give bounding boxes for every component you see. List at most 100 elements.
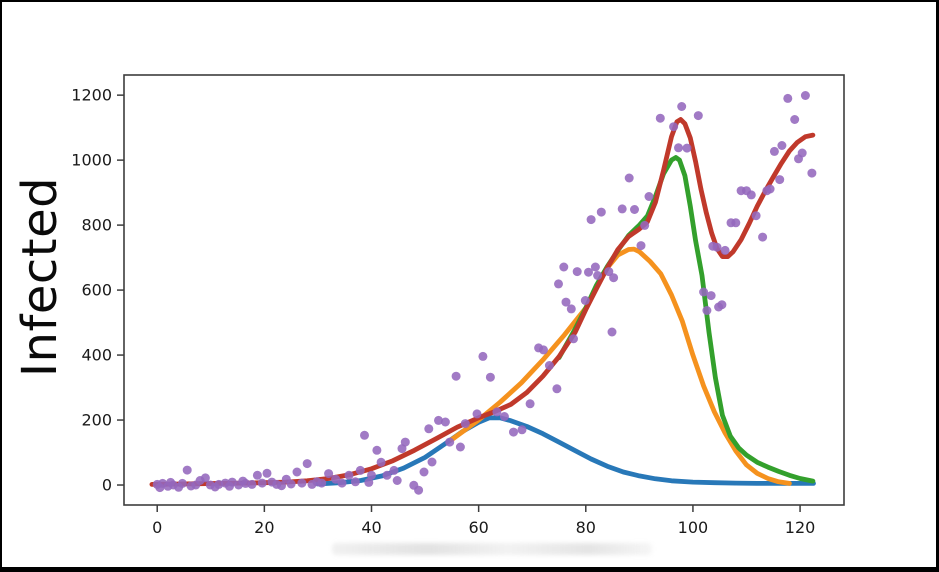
observed-daily-infected-point [609, 273, 619, 283]
observed-daily-infected-point [434, 415, 443, 425]
y-tick-label: 800 [81, 216, 112, 235]
observed-daily-infected-point [509, 427, 518, 437]
observed-daily-infected-point [607, 327, 617, 337]
observed-daily-infected-point [677, 102, 687, 111]
observed-daily-infected-point [751, 211, 761, 221]
y-tick-label: 1200 [71, 86, 112, 105]
observed-daily-infected-point [392, 476, 402, 485]
observed-daily-infected-point [655, 113, 665, 123]
observed-daily-infected-point [460, 419, 470, 429]
observed-daily-infected-point [372, 445, 382, 455]
observed-daily-infected-point [414, 485, 424, 495]
observed-daily-infected-point [617, 204, 627, 214]
observed-daily-infected-point [777, 141, 787, 150]
y-tick-label: 200 [81, 411, 112, 430]
observed-daily-infected-point [376, 457, 386, 467]
x-tick-label: 120 [785, 518, 816, 537]
observed-daily-infected-point [317, 478, 327, 488]
observed-daily-infected-point [559, 262, 569, 272]
observed-daily-infected-point [492, 407, 502, 417]
observed-daily-infected-point [350, 477, 360, 487]
observed-daily-infected-point [566, 304, 576, 314]
observed-daily-infected-point [440, 417, 450, 427]
observed-daily-infected-point [640, 220, 650, 230]
observed-daily-infected-point [790, 115, 800, 124]
observed-daily-infected-point [552, 384, 562, 394]
observed-daily-infected-point [517, 425, 527, 435]
observed-daily-infected-point [586, 215, 596, 225]
observed-daily-infected-point [720, 245, 730, 255]
observed-daily-infected-point [364, 477, 374, 487]
observed-daily-infected-point [544, 361, 554, 370]
observed-daily-infected-point [324, 469, 334, 479]
observed-daily-infected-point [706, 291, 716, 301]
x-tick-label: 60 [468, 518, 488, 537]
observed-daily-infected-point [177, 478, 187, 488]
observed-daily-infected-point [292, 467, 302, 477]
x-tick-label: 40 [361, 518, 381, 537]
y-tick-label: 600 [81, 281, 112, 300]
observed-daily-infected-point [400, 437, 410, 447]
observed-daily-infected-point [344, 470, 354, 480]
x-tick-label: 80 [576, 518, 596, 537]
observed-daily-infected-point [252, 470, 262, 480]
wave-3-component-curve [556, 155, 816, 484]
observed-daily-infected-point [427, 457, 437, 467]
y-tick-label: 0 [102, 476, 112, 495]
y-tick-label: 400 [81, 346, 112, 365]
observed-daily-infected-point [262, 468, 272, 478]
observed-daily-infected-point [699, 287, 709, 297]
observed-daily-infected-point [775, 175, 785, 185]
observed-daily-infected-point [783, 93, 793, 103]
observed-daily-infected-point [800, 91, 810, 100]
observed-daily-infected-point [765, 184, 775, 194]
observed-daily-infected-point [580, 296, 590, 305]
observed-daily-infected-point [277, 481, 286, 491]
observed-daily-infected-point [200, 473, 210, 483]
observed-daily-infected-point [682, 143, 692, 153]
observed-daily-infected-point [769, 146, 779, 156]
observed-daily-infected-point [472, 409, 482, 419]
wave-1-component-curve [315, 415, 816, 487]
observed-daily-infected-point [644, 192, 654, 201]
observed-daily-infected-point [717, 300, 727, 310]
observed-daily-infected-point [382, 470, 392, 480]
observed-daily-infected-point [485, 372, 495, 382]
x-tick-label: 0 [152, 518, 162, 537]
observed-daily-infected-point [693, 111, 703, 121]
observed-daily-infected-point [525, 399, 535, 409]
observed-daily-infected-point [554, 279, 563, 289]
wave-2-component-curve [449, 246, 792, 486]
observed-daily-infected-point [247, 479, 257, 489]
observed-daily-infected-point [630, 205, 639, 214]
observed-daily-infected-point [419, 467, 429, 477]
observed-daily-infected-point [731, 218, 741, 228]
observed-daily-infected-point [674, 143, 683, 153]
x-tick-label: 20 [254, 518, 274, 537]
observed-daily-infected-point [590, 262, 600, 272]
observed-daily-infected-point [539, 345, 548, 355]
observed-daily-infected-point [297, 478, 307, 488]
observed-daily-infected-point [593, 271, 603, 280]
observed-daily-infected-point [367, 470, 376, 480]
observed-daily-infected-point [451, 371, 461, 381]
total-fit-curve [149, 117, 816, 487]
observed-daily-infected-point [257, 478, 267, 488]
observed-daily-infected-point [584, 267, 593, 277]
observed-daily-infected-point [389, 465, 399, 475]
observed-daily-infected-point [604, 267, 614, 277]
observed-daily-infected-point [424, 424, 434, 434]
observed-daily-infected-point [636, 241, 646, 251]
observed-daily-infected-point [561, 297, 571, 307]
observed-daily-infected-point [596, 207, 606, 217]
faded-xlabel-artifact [332, 543, 652, 555]
observed-daily-infected-point [302, 459, 312, 469]
y-tick-label: 1000 [71, 151, 112, 170]
observed-daily-infected-point [569, 334, 578, 344]
observed-daily-infected-point [624, 173, 634, 183]
observed-daily-infected-point [182, 465, 192, 475]
observed-daily-infected-point [286, 479, 296, 489]
observed-daily-infected-point [572, 267, 582, 277]
